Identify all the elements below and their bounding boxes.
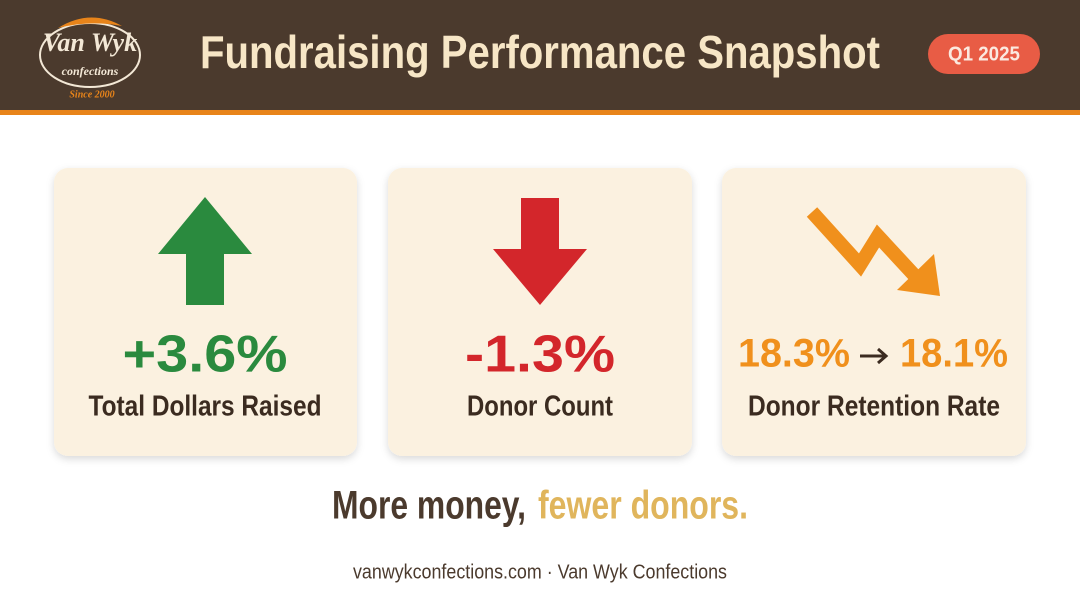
- badge-text: Q1 2025: [948, 43, 1020, 65]
- tagline-emphasis: fewer donors.: [538, 484, 748, 528]
- logo-name: Van Wyk: [43, 28, 137, 57]
- up-arrow: [158, 197, 252, 305]
- tagline-lead: More money,: [332, 484, 526, 528]
- badge: [928, 34, 1040, 74]
- logo-subtitle: confections: [62, 64, 119, 78]
- change-arrow-head: [877, 347, 889, 365]
- metric-label: Donor Retention Rate: [748, 391, 1000, 423]
- trend-line: [806, 207, 921, 281]
- logo-since: Since 2000: [69, 89, 114, 100]
- card: [388, 168, 692, 456]
- header-bar: [0, 0, 1080, 110]
- change-arrow: [860, 347, 889, 365]
- footer: vanwykconfections.com · Van Wyk Confecti…: [353, 561, 727, 583]
- card: [54, 168, 357, 456]
- logo-swoosh: [58, 17, 122, 28]
- metric-label: Donor Count: [467, 391, 613, 423]
- card: [722, 168, 1026, 456]
- trend-down-arrow: [806, 207, 940, 296]
- metric-value: +3.6%: [123, 326, 288, 384]
- down-arrow: [493, 198, 587, 305]
- header-rule: [0, 110, 1080, 115]
- metric-to: 18.1%: [900, 332, 1008, 376]
- title: Fundraising Performance Snapshot: [200, 26, 880, 78]
- trend-head: [897, 254, 940, 296]
- metric-label: Total Dollars Raised: [89, 391, 322, 423]
- metric-value: -1.3%: [465, 326, 615, 384]
- metric-from: 18.3%: [738, 332, 850, 376]
- logo: Van Wyk confections Since 2000: [39, 17, 141, 100]
